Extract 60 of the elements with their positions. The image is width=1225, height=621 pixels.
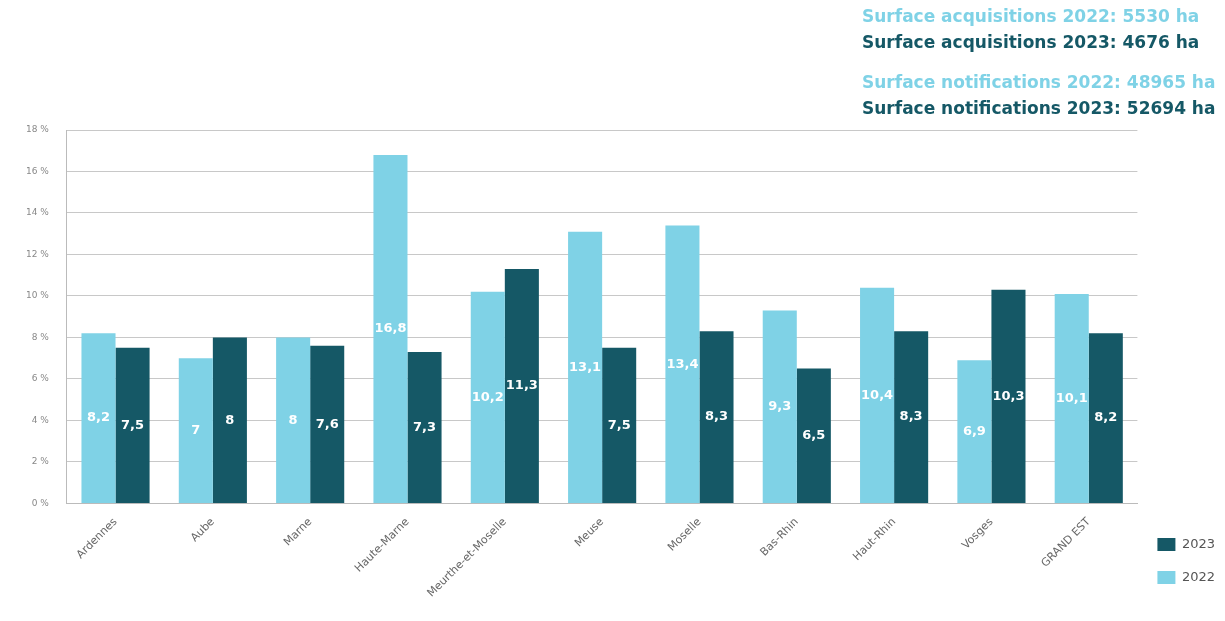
- bar: [796, 368, 831, 503]
- bar: [665, 225, 700, 503]
- bar: [860, 287, 895, 503]
- y-tick-label: 12 %: [25, 248, 50, 259]
- bar: [699, 331, 734, 503]
- bar: [957, 360, 992, 503]
- legend-label: 2023: [1181, 535, 1216, 551]
- bar: [407, 351, 442, 503]
- text: Surface notifications 2022: 48965 ha: [862, 72, 1216, 93]
- data-label: 8: [225, 411, 235, 427]
- y-tick-label: 10 %: [25, 290, 50, 301]
- data-label: 7,3: [413, 418, 437, 434]
- data-label: 6,9: [962, 422, 986, 438]
- bar: [212, 337, 247, 503]
- data-label: 16,8: [374, 320, 407, 336]
- data-label: 8,3: [899, 408, 923, 424]
- y-tick-label: 18 %: [25, 124, 50, 135]
- y-tick-label: 14 %: [25, 207, 50, 218]
- text: Surface notifications 2023: 52694 ha: [862, 98, 1216, 119]
- bar: [504, 268, 539, 503]
- bar: [276, 337, 311, 503]
- data-label: 11,3: [505, 377, 538, 393]
- data-label: 6,5: [802, 427, 826, 443]
- data-label: 7: [191, 421, 201, 437]
- data-label: 10,4: [861, 386, 894, 402]
- y-tick-label: 16 %: [25, 165, 50, 176]
- y-tick-label: 8 %: [31, 331, 50, 342]
- bar: [81, 333, 116, 503]
- bar: [602, 347, 637, 503]
- data-label: 8: [288, 411, 298, 427]
- data-label: 13,4: [666, 355, 699, 371]
- bar: [568, 231, 603, 503]
- text: Surface acquisitions 2022: 5530 ha: [862, 6, 1200, 27]
- bar: [991, 289, 1026, 503]
- bar: [470, 291, 505, 503]
- bar: [178, 358, 213, 503]
- bar: [115, 347, 150, 503]
- data-label: 8,3: [704, 408, 729, 424]
- y-tick-label: 4 %: [31, 414, 50, 425]
- y-tick-label: 6 %: [31, 373, 50, 384]
- bar: [1088, 333, 1123, 503]
- data-label: 10,1: [1055, 389, 1088, 405]
- bar: [762, 310, 797, 503]
- data-label: 10,3: [992, 387, 1025, 403]
- bar: [310, 345, 345, 503]
- data-label: 8,2: [86, 409, 111, 425]
- data-label: 7,5: [121, 416, 145, 432]
- text: Surface acquisitions 2023: 4676 ha: [862, 32, 1200, 53]
- legend-label: 2022: [1181, 568, 1216, 584]
- bar: [373, 154, 408, 503]
- data-label: 8,2: [1094, 409, 1118, 425]
- data-label: 9,3: [768, 398, 792, 414]
- bar: [894, 331, 929, 503]
- data-label: 10,2: [471, 388, 504, 404]
- bar: [1054, 293, 1089, 503]
- y-tick-label: 2 %: [31, 456, 50, 467]
- data-label: 7,5: [607, 416, 631, 432]
- y-tick-label: 0 %: [31, 497, 50, 508]
- data-label: 13,1: [569, 358, 602, 374]
- data-label: 7,6: [315, 415, 339, 431]
